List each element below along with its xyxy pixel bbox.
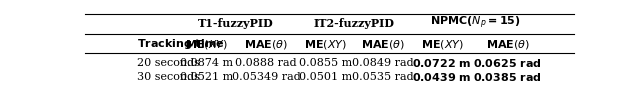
Text: 0.0535 rad: 0.0535 rad <box>352 72 413 82</box>
Text: $\mathbf{NPMC}$$\mathbf{(}$$N_p$$\mathbf{ = 15)}$: $\mathbf{NPMC}$$\mathbf{(}$$N_p$$\mathbf… <box>429 15 520 31</box>
Text: $\bf{ME}$$(XY)$: $\bf{ME}$$(XY)$ <box>304 38 347 51</box>
Text: $\bf{0.0439\ m}$: $\bf{0.0439\ m}$ <box>413 71 472 83</box>
Text: 0.0855 m: 0.0855 m <box>299 58 352 68</box>
Text: $\bf{ME}$$(XY)$: $\bf{ME}$$(XY)$ <box>420 38 463 51</box>
Text: $\bf{0.0625\ rad}$: $\bf{0.0625\ rad}$ <box>474 58 542 69</box>
Text: $\bf{0.0722\ m}$: $\bf{0.0722\ m}$ <box>413 58 472 69</box>
Text: $\bf{MAE}$$(\theta)$: $\bf{MAE}$$(\theta)$ <box>360 38 404 51</box>
Text: $\bf{MAE}$$(\theta)$: $\bf{MAE}$$(\theta)$ <box>486 38 529 51</box>
Text: $\bf{MAE}$$(\theta)$: $\bf{MAE}$$(\theta)$ <box>244 38 288 51</box>
Text: $\bf{0.0385\ rad}$: $\bf{0.0385\ rad}$ <box>474 71 542 83</box>
Text: $\bf{Tracking\ time}$: $\bf{Tracking\ time}$ <box>137 37 225 51</box>
Text: 0.0521 m: 0.0521 m <box>180 72 233 82</box>
Text: 20 seconds: 20 seconds <box>137 58 200 68</box>
Text: $\bf{ME}$$(XY)$: $\bf{ME}$$(XY)$ <box>185 38 228 51</box>
Text: 0.0888 rad: 0.0888 rad <box>235 58 297 68</box>
Text: 0.0849 rad: 0.0849 rad <box>352 58 413 68</box>
Text: 0.0501 m: 0.0501 m <box>299 72 352 82</box>
Text: 30 seconds: 30 seconds <box>137 72 200 82</box>
Text: T1-fuzzyPID: T1-fuzzyPID <box>198 18 274 29</box>
Text: 0.0874 m: 0.0874 m <box>180 58 233 68</box>
Text: 0.05349 rad: 0.05349 rad <box>232 72 300 82</box>
Text: IT2-fuzzyPID: IT2-fuzzyPID <box>314 18 394 29</box>
